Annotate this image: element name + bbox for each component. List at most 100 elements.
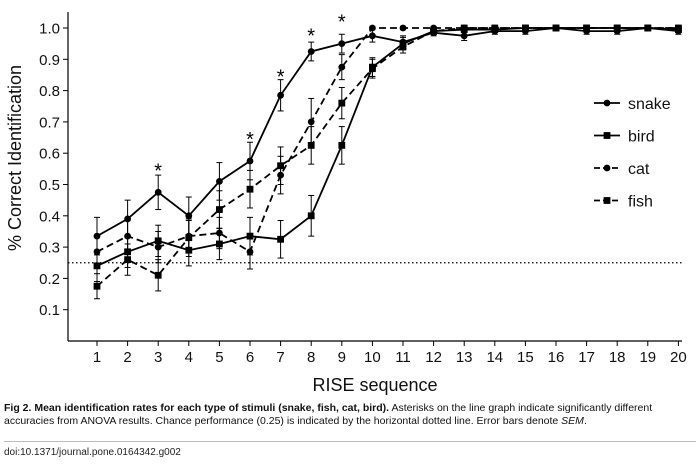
series-snake: [93, 24, 682, 256]
data-point-fish: [613, 24, 621, 32]
x-tick-label: 19: [639, 349, 656, 366]
data-point-bird: [277, 235, 284, 243]
significance-asterisk: *: [307, 26, 315, 48]
caption-text: Asterisks on the line graph indicate sig…: [4, 402, 653, 427]
data-point-fish: [185, 234, 193, 242]
x-tick-label: 13: [456, 349, 473, 366]
significance-markers: * * * * *: [154, 12, 346, 183]
caption-figure-label: Fig 2.: [4, 402, 32, 414]
series-bird: [93, 24, 682, 283]
y-tick-label: 0.6: [39, 146, 60, 163]
legend-label: bird: [628, 129, 655, 146]
legend-item-cat: cat: [594, 161, 650, 178]
legend-label: cat: [628, 161, 650, 178]
data-point-snake: [460, 32, 468, 40]
data-point-cat: [338, 63, 346, 71]
data-point-snake: [307, 48, 315, 55]
series-fish: [93, 24, 682, 300]
legend-swatch-marker: [603, 132, 611, 139]
data-point-fish: [93, 282, 101, 290]
legend-swatch-marker: [603, 99, 611, 107]
figure-caption: Fig 2. Mean identification rates for eac…: [4, 402, 696, 428]
caption-italic: SEM: [561, 415, 584, 427]
data-point-fish: [430, 27, 437, 35]
data-point-snake: [246, 157, 254, 165]
x-tick-label: 12: [425, 349, 442, 366]
y-tick-label: 0.1: [39, 302, 60, 319]
x-tick-label: 10: [364, 349, 381, 366]
data-point-fish: [399, 43, 407, 51]
doi-text: doi:10.1371/journal.pone.0164342.g002: [4, 447, 181, 458]
y-tick-label: 0.5: [39, 177, 60, 194]
line-chart: 0.10.20.30.40.50.60.70.80.91.01 2 3 4 5 6 7 8 9 1…: [5, 12, 687, 395]
y-tick-label: 0.9: [39, 52, 60, 69]
x-tick-label: 20: [670, 349, 687, 366]
data-point-fish: [338, 99, 346, 107]
data-point-fish: [216, 206, 223, 213]
caption-divider: [4, 441, 696, 442]
data-point-fish: [124, 256, 131, 264]
x-tick-label: 11: [395, 349, 411, 366]
x-tick-label: 15: [517, 349, 534, 366]
x-tick-label: 3: [154, 349, 162, 366]
x-axis-label: RISE sequence: [312, 375, 437, 395]
data-point-fish: [491, 24, 499, 32]
significance-asterisk: *: [277, 66, 285, 88]
caption-end: .: [583, 415, 587, 427]
x-tick-label: 18: [609, 349, 626, 366]
x-tick-label: 5: [215, 349, 223, 366]
data-point-fish: [369, 65, 376, 73]
data-point-bird: [338, 141, 346, 149]
data-point-fish: [154, 271, 162, 279]
legend-item-fish: fish: [594, 194, 653, 211]
caption-title: Mean identification rates for each type …: [34, 402, 390, 414]
data-point-fish: [246, 185, 254, 193]
x-tick-label: 14: [486, 349, 503, 366]
legend-label: fish: [628, 194, 653, 211]
data-point-cat: [216, 229, 223, 237]
y-axis-label: % Correct Identification: [5, 65, 25, 251]
data-point-fish: [675, 24, 682, 32]
x-tick-label: 4: [185, 349, 193, 366]
y-tick-label: 0.8: [39, 83, 60, 100]
x-tick-label: 17: [578, 349, 595, 366]
x-tick-label: 1: [93, 349, 101, 366]
data-point-cat: [93, 248, 101, 256]
data-point-bird: [307, 212, 315, 220]
data-point-snake: [154, 188, 162, 196]
legend-swatch-marker: [603, 164, 611, 172]
data-point-cat: [246, 248, 254, 256]
chart-axes: 0.10.20.30.40.50.60.70.80.91.01 2 3 4 5 6 7 8 9 1…: [39, 12, 687, 366]
legend-swatch-marker: [603, 197, 611, 204]
legend-label: snake: [628, 96, 671, 113]
y-tick-label: 0.2: [39, 271, 60, 288]
data-point-snake: [369, 32, 376, 40]
series-line-snake: [96, 27, 679, 237]
x-tick-label: 6: [246, 349, 254, 366]
data-point-fish: [460, 24, 468, 32]
data-point-fish: [552, 24, 560, 32]
legend-item-snake: snake: [594, 96, 671, 113]
series-line-cat: [96, 27, 679, 254]
x-tick-label: 8: [307, 349, 315, 366]
data-point-snake: [185, 212, 193, 220]
data-point-cat: [154, 243, 162, 251]
y-tick-label: 0.4: [39, 208, 60, 225]
x-tick-label: 7: [276, 349, 284, 366]
series-cat: [93, 24, 682, 270]
series-line-bird: [96, 27, 679, 267]
data-point-cat: [369, 24, 376, 32]
data-point-cat: [399, 24, 407, 32]
x-tick-label: 2: [123, 349, 131, 366]
data-point-cat: [124, 232, 131, 240]
significance-asterisk: *: [246, 129, 254, 151]
data-point-snake: [338, 40, 346, 48]
chart-series: [93, 24, 682, 300]
data-point-fish: [307, 141, 315, 149]
data-point-fish: [644, 24, 652, 32]
chart-legend: snake bird cat fish: [594, 96, 671, 211]
legend-item-bird: bird: [594, 129, 655, 146]
y-tick-label: 1.0: [39, 21, 60, 38]
y-tick-label: 0.3: [39, 240, 60, 257]
series-line-fish: [96, 27, 679, 287]
